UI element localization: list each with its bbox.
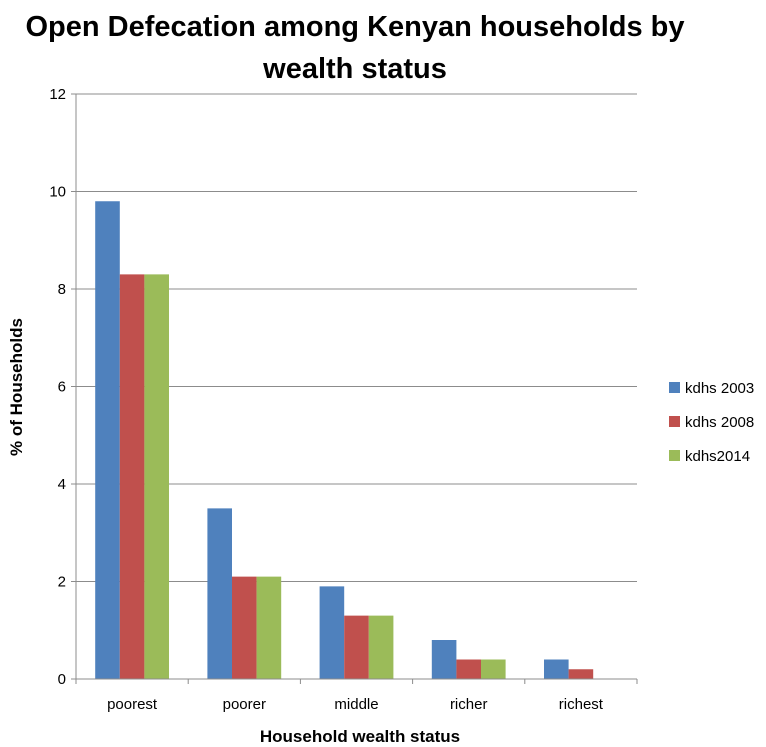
y-tick-label: 4 xyxy=(58,476,66,493)
x-tick-label: middle xyxy=(334,696,378,713)
x-tick-labels: poorest poorer middle richer richest xyxy=(107,696,604,713)
chart-title-line-2: wealth status xyxy=(262,53,447,85)
legend-label: kdhs 2008 xyxy=(685,414,754,431)
bar-richer-2 xyxy=(481,659,506,679)
y-tick-label: 10 xyxy=(49,184,66,201)
bar-richer-0 xyxy=(431,640,457,679)
bar-poorest-2 xyxy=(144,274,169,679)
bar-richer-1 xyxy=(456,659,481,679)
legend: kdhs 2003 kdhs 2008 kdhs2014 xyxy=(669,380,754,465)
x-tick-label: richer xyxy=(450,696,488,713)
chart-title-line-1: Open Defecation among Kenyan households … xyxy=(25,11,684,43)
x-tick-label: richest xyxy=(559,696,604,713)
y-tick-label: 0 xyxy=(58,671,66,688)
bar-richest-1 xyxy=(568,669,594,679)
bar-poorer-2 xyxy=(256,576,282,679)
y-tick-label: 6 xyxy=(58,379,66,396)
bar-richest-0 xyxy=(544,659,569,679)
bar-poorer-0 xyxy=(207,508,232,679)
x-tick-label: poorest xyxy=(107,696,158,713)
legend-label: kdhs2014 xyxy=(685,448,750,465)
axes xyxy=(75,94,638,684)
bar-poorest-1 xyxy=(119,274,145,679)
y-tick-label: 8 xyxy=(58,281,66,298)
y-tick-label: 2 xyxy=(58,574,66,591)
bar-middle-0 xyxy=(319,586,345,679)
bar-middle-2 xyxy=(368,615,394,679)
y-axis-title: % of Households xyxy=(7,318,26,456)
legend-label: kdhs 2003 xyxy=(685,380,754,397)
legend-swatch xyxy=(669,450,680,461)
bar-middle-1 xyxy=(344,615,369,679)
legend-swatch xyxy=(669,416,680,427)
x-tick-label: poorer xyxy=(223,696,266,713)
y-tick-labels: 0 2 4 6 8 10 12 xyxy=(49,86,66,688)
legend-swatch xyxy=(669,382,680,393)
bars xyxy=(95,201,594,679)
y-tick-label: 12 xyxy=(49,86,66,103)
bar-poorer-1 xyxy=(232,576,257,679)
gridlines xyxy=(71,93,637,680)
bar-poorest-0 xyxy=(95,201,120,679)
x-axis-title: Household wealth status xyxy=(260,727,460,746)
